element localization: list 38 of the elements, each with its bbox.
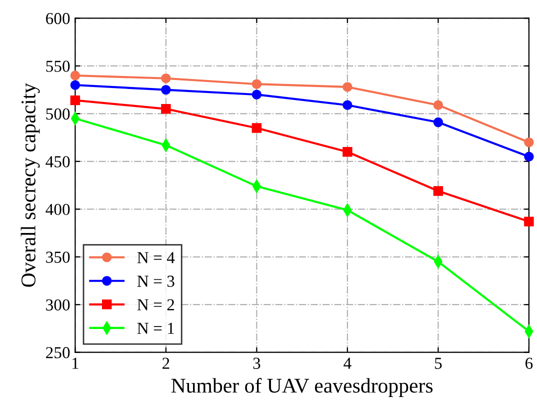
y-tick-label: 350 (46, 252, 70, 263)
point (433, 117, 444, 128)
point (70, 95, 80, 106)
point (252, 123, 262, 133)
legend-label: N = 4 (137, 252, 175, 264)
legend-label: N = 1 (137, 322, 174, 334)
point (433, 100, 444, 110)
point (161, 84, 171, 95)
x-tick-label: 4 (344, 358, 352, 369)
x-tick-label: 2 (162, 358, 170, 369)
point (252, 90, 262, 100)
y-tick-label: 400 (46, 204, 70, 216)
point (524, 137, 534, 148)
point (342, 147, 352, 157)
point (342, 82, 352, 92)
x-tick-label: 1 (72, 358, 78, 369)
point (342, 100, 352, 110)
point (70, 70, 80, 80)
y-tick-label: 550 (46, 60, 70, 72)
x-tick-label: 3 (253, 358, 260, 369)
x-tick-label: 6 (525, 358, 533, 369)
point (524, 216, 534, 226)
y-axis-title: Overall secrecy capacity (20, 83, 40, 287)
point (70, 80, 80, 90)
point (161, 104, 171, 114)
y-tick-label: 600 (46, 12, 70, 24)
point (252, 79, 262, 89)
y-tick-label: 250 (46, 347, 70, 358)
point (524, 152, 534, 162)
y-tick-label: 300 (46, 299, 70, 311)
point (433, 186, 444, 196)
x-tick-label: 5 (434, 358, 442, 369)
x-axis-title: Number of UAV eavesdroppers (171, 378, 433, 397)
legend-label: N = 3 (137, 276, 174, 287)
y-tick-label: 450 (46, 156, 70, 168)
y-tick-label: 500 (46, 108, 70, 120)
legend-label: N = 2 (137, 299, 174, 310)
point (161, 74, 171, 84)
